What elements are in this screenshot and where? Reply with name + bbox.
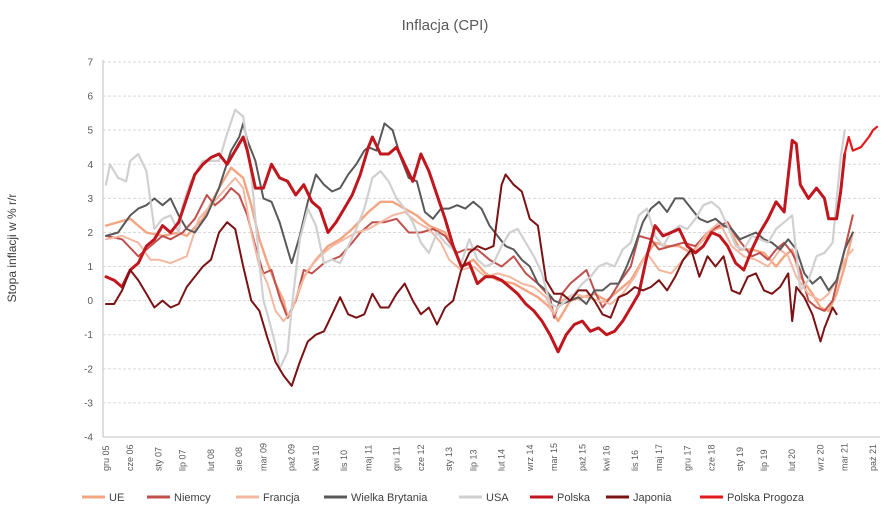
x-tick-label: mar 21 (840, 443, 850, 471)
series-line-7 (843, 125, 879, 156)
x-axis-ticks: gru 05 cze 06 sty 07 lip 07 lut 08 sie 08 mar … (101, 443, 878, 472)
x-tick-label: lip 19 (759, 449, 769, 471)
legend-label: Polska Progoza (727, 492, 805, 504)
x-tick-label: wrz 14 (525, 444, 535, 472)
x-tick-label: lip 13 (468, 449, 478, 471)
y-tick-label: 1 (87, 262, 93, 273)
x-tick-label: sie 08 (234, 447, 244, 471)
x-tick-label: paź 21 (868, 444, 878, 471)
x-tick-label: cze 12 (416, 444, 426, 471)
legend-label: Japonia (633, 492, 672, 504)
y-tick-label: 4 (87, 160, 93, 171)
legend-label: Wielka Brytania (351, 492, 428, 504)
series-line-5 (104, 135, 847, 354)
series-line-1 (105, 187, 854, 319)
x-tick-label: lis 16 (630, 450, 640, 471)
y-axis-ticks: -4 -3 -2 -1 0 1 2 3 4 5 6 7 (84, 58, 93, 444)
x-tick-label: paź 09 (287, 444, 297, 471)
legend: UE Niemcy Francja Wielka Brytania USA Polska J… (82, 492, 805, 504)
x-tick-label: maj 11 (363, 445, 373, 471)
y-tick-label: 7 (87, 58, 93, 69)
series-lines (104, 108, 879, 387)
series-line-2 (105, 176, 854, 323)
x-tick-label: maj 17 (654, 444, 664, 471)
x-tick-label: lip 07 (178, 449, 188, 471)
series-line-4 (104, 108, 846, 370)
x-tick-label: sty 07 (153, 447, 163, 471)
y-tick-label: 0 (87, 296, 93, 307)
legend-label: UE (109, 492, 124, 504)
legend-label: Polska (557, 492, 591, 504)
y-tick-label: -3 (84, 398, 93, 409)
chart-title: Inflacja (CPI) (402, 17, 489, 34)
x-tick-label: lut 20 (787, 449, 797, 471)
x-tick-label: paź 15 (577, 444, 587, 471)
x-tick-label: mar 09 (258, 443, 268, 471)
x-tick-label: lut 08 (206, 449, 216, 471)
x-tick-label: cze 06 (125, 444, 135, 471)
x-tick-label: sty 19 (735, 447, 745, 471)
x-tick-label: cze 18 (706, 444, 716, 471)
y-tick-label: -4 (84, 433, 93, 444)
legend-label: USA (486, 492, 509, 504)
grid (102, 60, 880, 438)
x-tick-label: kwi 10 (311, 445, 321, 471)
y-tick-label: -2 (84, 364, 93, 375)
y-axis-label: Stopa inflacji w % r/r (5, 194, 19, 303)
series-line-6 (105, 173, 838, 387)
x-tick-label: sty 13 (444, 447, 454, 471)
x-tick-label: wrz 20 (815, 444, 825, 472)
x-tick-label: gru 17 (682, 445, 692, 471)
y-tick-label: 5 (87, 126, 93, 137)
x-tick-label: gru 11 (392, 446, 402, 471)
legend-label: Francja (263, 492, 301, 504)
y-tick-label: -1 (84, 330, 93, 341)
x-tick-label: lut 14 (497, 449, 507, 471)
y-tick-label: 3 (87, 194, 93, 205)
legend-label: Niemcy (174, 492, 211, 504)
x-tick-label: kwi 16 (602, 445, 612, 471)
x-tick-label: mar 15 (549, 443, 559, 471)
y-tick-label: 6 (87, 92, 93, 103)
series-line-3 (105, 122, 854, 305)
x-tick-label: lis 10 (339, 450, 349, 471)
x-tick-label: gru 05 (101, 445, 111, 471)
y-tick-label: 2 (87, 228, 93, 239)
